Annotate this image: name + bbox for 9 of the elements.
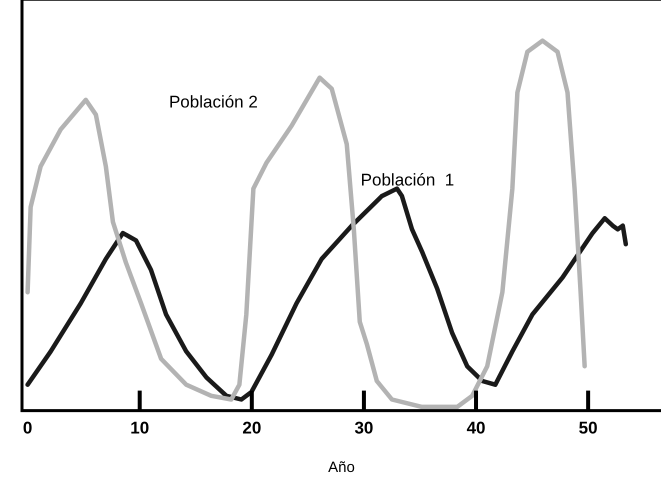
x-tick-label: 30 <box>354 418 374 438</box>
x-tick-label: 50 <box>578 418 598 438</box>
x-tick-label: 0 <box>22 418 32 438</box>
series-label: Población 1 <box>360 170 454 190</box>
x-tick-label: 20 <box>242 418 262 438</box>
x-tick-label: 10 <box>130 418 150 438</box>
x-axis-title: Año <box>328 459 355 476</box>
text: Población 2 <box>168 92 258 112</box>
x-tick-label: 40 <box>466 418 486 438</box>
